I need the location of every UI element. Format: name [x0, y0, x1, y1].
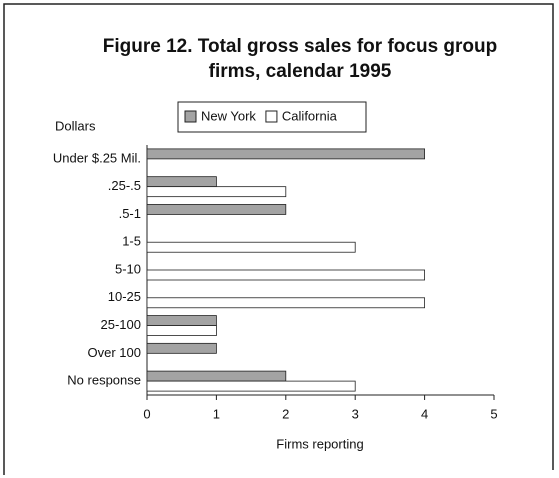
- y-tick-label: Under $.25 Mil.: [53, 150, 141, 165]
- bar: [146, 325, 217, 336]
- legend-label: New York: [201, 108, 256, 123]
- x-tick-label: 2: [282, 406, 289, 421]
- y-tick-label: 25-100: [101, 317, 141, 332]
- bar: [146, 148, 426, 160]
- bar: [146, 342, 217, 354]
- chart-title: firms, calendar 1995: [209, 61, 392, 82]
- y-axis-label: Dollars: [55, 118, 96, 133]
- x-tick-label: 0: [143, 406, 150, 421]
- x-tick-label: 5: [490, 406, 497, 421]
- bar: [146, 241, 356, 253]
- y-tick-label: No response: [67, 373, 141, 388]
- y-tick-label: Over 100: [88, 345, 141, 360]
- legend-label: California: [282, 108, 338, 123]
- y-tick-label: 10-25: [108, 289, 141, 304]
- bar: [146, 297, 426, 309]
- legend-box: [177, 101, 367, 133]
- bar: [146, 204, 287, 215]
- y-tick-label: 5-10: [115, 261, 141, 276]
- legend-swatch: [184, 110, 197, 123]
- x-tick-label: 3: [352, 406, 359, 421]
- bar: [146, 186, 287, 198]
- y-tick-label: .25-.5: [108, 178, 141, 193]
- bar: [146, 380, 356, 392]
- bar: [146, 269, 426, 281]
- y-tick-label: .5-1: [119, 206, 141, 221]
- y-tick-label: 1-5: [122, 234, 141, 249]
- bar: [146, 370, 287, 382]
- bar: [146, 176, 217, 188]
- x-tick-label: 1: [213, 406, 220, 421]
- chart-title: Figure 12. Total gross sales for focus g…: [103, 36, 498, 57]
- legend-swatch: [265, 110, 278, 123]
- frame: [3, 3, 554, 475]
- x-tick-label: 4: [421, 406, 428, 421]
- x-axis-label: Firms reporting: [276, 436, 363, 451]
- bar: [146, 315, 217, 326]
